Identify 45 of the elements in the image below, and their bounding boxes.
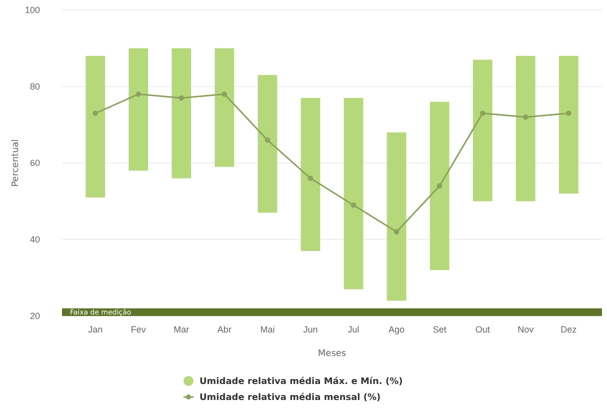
x-tick-label: Mai: [260, 324, 275, 334]
x-tick-label: Ago: [388, 324, 405, 334]
bar: [128, 48, 148, 171]
point: [480, 110, 486, 116]
x-axis-title: Meses: [318, 349, 346, 359]
point: [308, 176, 314, 181]
x-tick-label: Out: [475, 324, 490, 334]
y-tick-label: 80: [30, 81, 40, 92]
bar: [430, 102, 450, 270]
y-tick-label: 100: [24, 4, 40, 15]
x-tick-label: Mar: [174, 324, 190, 334]
point: [350, 202, 356, 208]
bar: [516, 56, 536, 202]
x-tick-label: Set: [432, 324, 447, 334]
y-tick-label: 60: [30, 158, 40, 168]
y-tick-label: 20: [30, 310, 40, 321]
point: [394, 229, 400, 234]
point: [136, 92, 142, 97]
bar: [86, 56, 106, 198]
x-tick-label: Fev: [130, 324, 146, 334]
x-tick-label: Abr: [217, 324, 232, 334]
x-tick-label: Jan: [88, 324, 103, 334]
bar: [472, 60, 492, 202]
legend-label: Umidade relativa média Máx. e Mín. (%): [200, 376, 403, 388]
bar: [214, 48, 234, 167]
point: [522, 114, 528, 120]
bar: [386, 132, 406, 301]
point: [566, 110, 572, 116]
x-tick-label: Dez: [560, 324, 578, 334]
point: [264, 137, 270, 143]
point: [92, 110, 98, 116]
x-tick-label: Jul: [348, 324, 360, 334]
bar: [300, 98, 320, 251]
bar: [258, 75, 278, 213]
point: [222, 92, 228, 97]
x-tick-label: Jun: [303, 324, 318, 334]
y-axis-title: Percentual: [11, 139, 21, 187]
point: [436, 183, 442, 189]
bar: [172, 48, 192, 178]
bar: [558, 56, 578, 194]
bar: [344, 98, 364, 290]
legend-label: Umidade relativa média mensal (%): [200, 392, 381, 404]
x-tick-label: Nov: [518, 324, 534, 334]
y-tick-label: 40: [30, 234, 40, 244]
point: [178, 95, 184, 101]
